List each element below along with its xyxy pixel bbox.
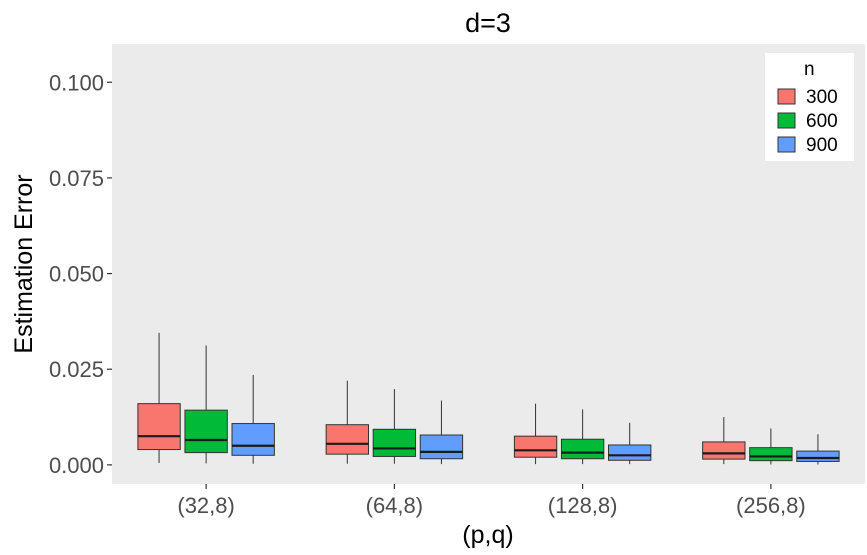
box-body <box>796 450 840 462</box>
legend: n 300 600 900 <box>765 53 854 161</box>
y-tick-label: 0.100 <box>49 70 104 95</box>
box-600-3 <box>749 428 793 465</box>
box-body <box>325 424 369 455</box>
y-tick-label: 0.000 <box>49 453 104 478</box>
x-tick-label: (128,8) <box>548 493 618 518</box>
x-axis-label: (p,q) <box>462 521 513 549</box>
box-body <box>560 438 605 460</box>
legend-key-300 <box>777 88 796 105</box>
box-body <box>608 444 652 461</box>
box-body <box>137 403 181 451</box>
box-body <box>702 441 746 460</box>
box-body <box>513 435 558 458</box>
box-groups <box>137 332 840 465</box>
y-axis: 0.000 0.025 0.050 0.075 0.100 <box>49 70 112 478</box>
legend-label-300: 300 <box>806 87 838 108</box>
box-300-1 <box>325 380 369 464</box>
x-tick-label: (256,8) <box>736 493 806 518</box>
x-tick-label: (64,8) <box>366 493 423 518</box>
chart-title: d=3 <box>465 8 511 38</box>
y-tick-label: 0.050 <box>49 262 104 287</box>
box-body <box>749 447 793 462</box>
legend-items: 300 600 900 <box>777 87 838 156</box>
y-axis-label: Estimation Error <box>10 174 38 353</box>
x-tick-label: (32,8) <box>177 493 234 518</box>
legend-label-900: 900 <box>806 135 838 156</box>
box-body <box>184 409 228 454</box>
box-600-0 <box>184 345 228 464</box>
box-600-1 <box>372 389 417 464</box>
box-body <box>231 423 275 456</box>
plot-panel <box>112 44 865 484</box>
box-900-1 <box>419 400 464 465</box>
y-tick-label: 0.025 <box>49 357 104 382</box>
legend-key-900 <box>777 136 796 153</box>
y-tick-label: 0.075 <box>49 166 104 191</box>
box-900-2 <box>608 422 652 465</box>
x-axis: (32,8) (64,8) (128,8) (256,8) <box>177 484 806 518</box>
box-900-0 <box>231 374 275 464</box>
legend-title: n <box>804 59 815 80</box>
box-900-3 <box>796 434 840 465</box>
box-300-3 <box>702 417 746 465</box>
box-body <box>419 434 464 460</box>
legend-label-600: 600 <box>806 111 838 132</box>
box-300-2 <box>513 403 558 465</box>
legend-key-600 <box>777 112 796 129</box>
box-600-2 <box>560 409 605 465</box>
box-300-0 <box>137 332 181 463</box>
box-body <box>372 428 417 457</box>
